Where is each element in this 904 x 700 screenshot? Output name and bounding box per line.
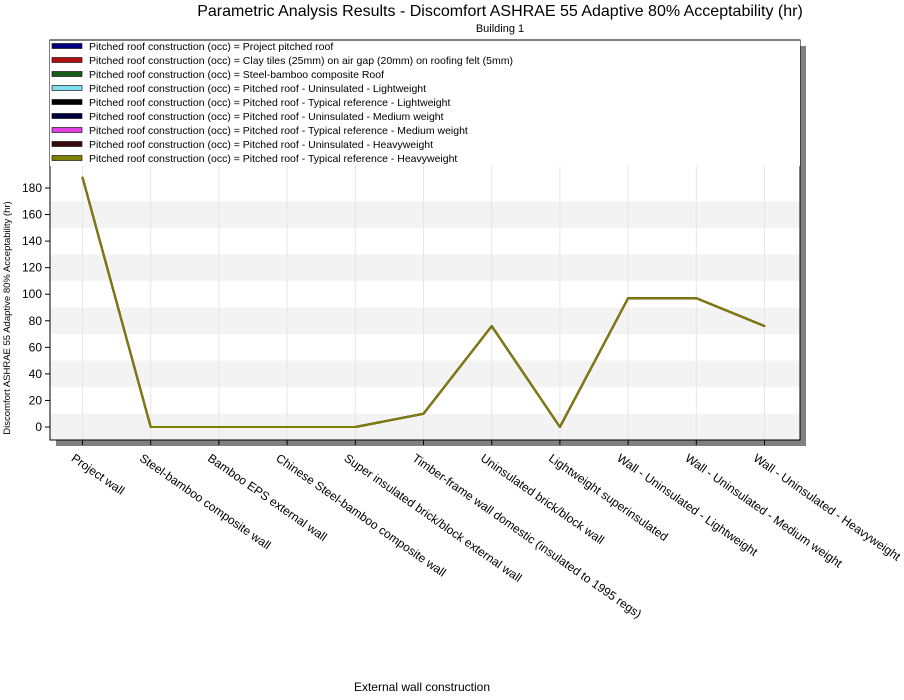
data-point bbox=[559, 426, 561, 428]
legend-box bbox=[50, 40, 800, 166]
y-tick-label: 80 bbox=[29, 314, 43, 328]
legend-swatch bbox=[51, 57, 83, 63]
legend-swatch bbox=[51, 113, 83, 119]
y-axis-ticks: 0 20 40 60 80 100 120 140 160 180 bbox=[22, 181, 50, 434]
x-category-label: Bamboo EPS external wall bbox=[205, 451, 329, 544]
x-category-label: Steel-bamboo composite wall bbox=[137, 451, 273, 552]
y-tick-label: 120 bbox=[22, 261, 42, 275]
grid-bands bbox=[50, 201, 800, 440]
legend-swatch bbox=[51, 99, 83, 105]
x-axis-category-labels: Project wall Steel-bamboo composite wallB… bbox=[69, 451, 904, 621]
x-category-label: Uninsulated brick/block wall bbox=[478, 451, 607, 547]
legend-label: Pitched roof construction (occ) = Steel-… bbox=[89, 69, 384, 81]
legend-swatch bbox=[51, 43, 83, 49]
grid-band bbox=[50, 201, 800, 228]
x-axis-label: External wall construction bbox=[354, 680, 490, 694]
data-point bbox=[422, 412, 425, 415]
legend-label: Pitched roof construction (occ) = Pitche… bbox=[89, 139, 433, 151]
legend: Pitched roof construction (occ) = Projec… bbox=[50, 39, 800, 166]
grid-band bbox=[50, 360, 800, 388]
x-category-label: Wall - Uninsulated - Lightweight bbox=[614, 451, 760, 559]
data-point bbox=[763, 325, 766, 327]
x-category-label: Timber-frame wall domestic (insulated to… bbox=[410, 451, 644, 621]
y-axis-label: Discomfort ASHRAE 55 Adaptive 80% Accept… bbox=[2, 201, 13, 434]
data-point bbox=[490, 325, 493, 327]
y-tick-label: 0 bbox=[35, 420, 42, 434]
y-tick-label: 140 bbox=[22, 234, 42, 248]
data-point bbox=[286, 426, 288, 428]
y-tick-label: 100 bbox=[22, 287, 42, 301]
legend-swatch bbox=[51, 155, 83, 161]
y-tick-label: 40 bbox=[29, 367, 43, 381]
data-point bbox=[218, 426, 220, 428]
data-point bbox=[627, 297, 629, 300]
data-point bbox=[354, 426, 357, 428]
legend-swatch bbox=[51, 141, 83, 147]
series-lines bbox=[81, 176, 766, 428]
legend-label: Pitched roof construction (occ) = Pitche… bbox=[89, 97, 450, 109]
legend-label: Pitched roof construction (occ) = Projec… bbox=[89, 41, 333, 53]
legend-swatch bbox=[51, 71, 83, 77]
y-tick-label: 180 bbox=[22, 181, 42, 195]
data-point bbox=[149, 426, 152, 428]
x-category-label: Project wall bbox=[69, 451, 127, 498]
data-point bbox=[81, 176, 84, 179]
data-point bbox=[695, 297, 698, 300]
grid-band bbox=[50, 307, 800, 335]
chart-subtitle: Building 1 bbox=[476, 23, 524, 35]
legend-label: Pitched roof construction (occ) = Pitche… bbox=[89, 83, 426, 95]
y-tick-label: 160 bbox=[22, 208, 42, 222]
legend-label: Pitched roof construction (occ) = Pitche… bbox=[89, 153, 457, 165]
y-tick-label: 60 bbox=[29, 340, 43, 354]
legend-label: Pitched roof construction (occ) = Pitche… bbox=[89, 111, 444, 123]
y-tick-label: 20 bbox=[29, 393, 43, 407]
chart-title: Parametric Analysis Results - Discomfort… bbox=[197, 3, 803, 20]
grid-band bbox=[50, 254, 800, 281]
x-category-label: Lightweight superinsulated bbox=[546, 451, 670, 544]
legend-label: Pitched roof construction (occ) = Clay t… bbox=[89, 55, 513, 67]
legend-swatch bbox=[51, 127, 83, 133]
legend-swatch bbox=[51, 85, 83, 91]
legend-label: Pitched roof construction (occ) = Pitche… bbox=[89, 125, 468, 137]
